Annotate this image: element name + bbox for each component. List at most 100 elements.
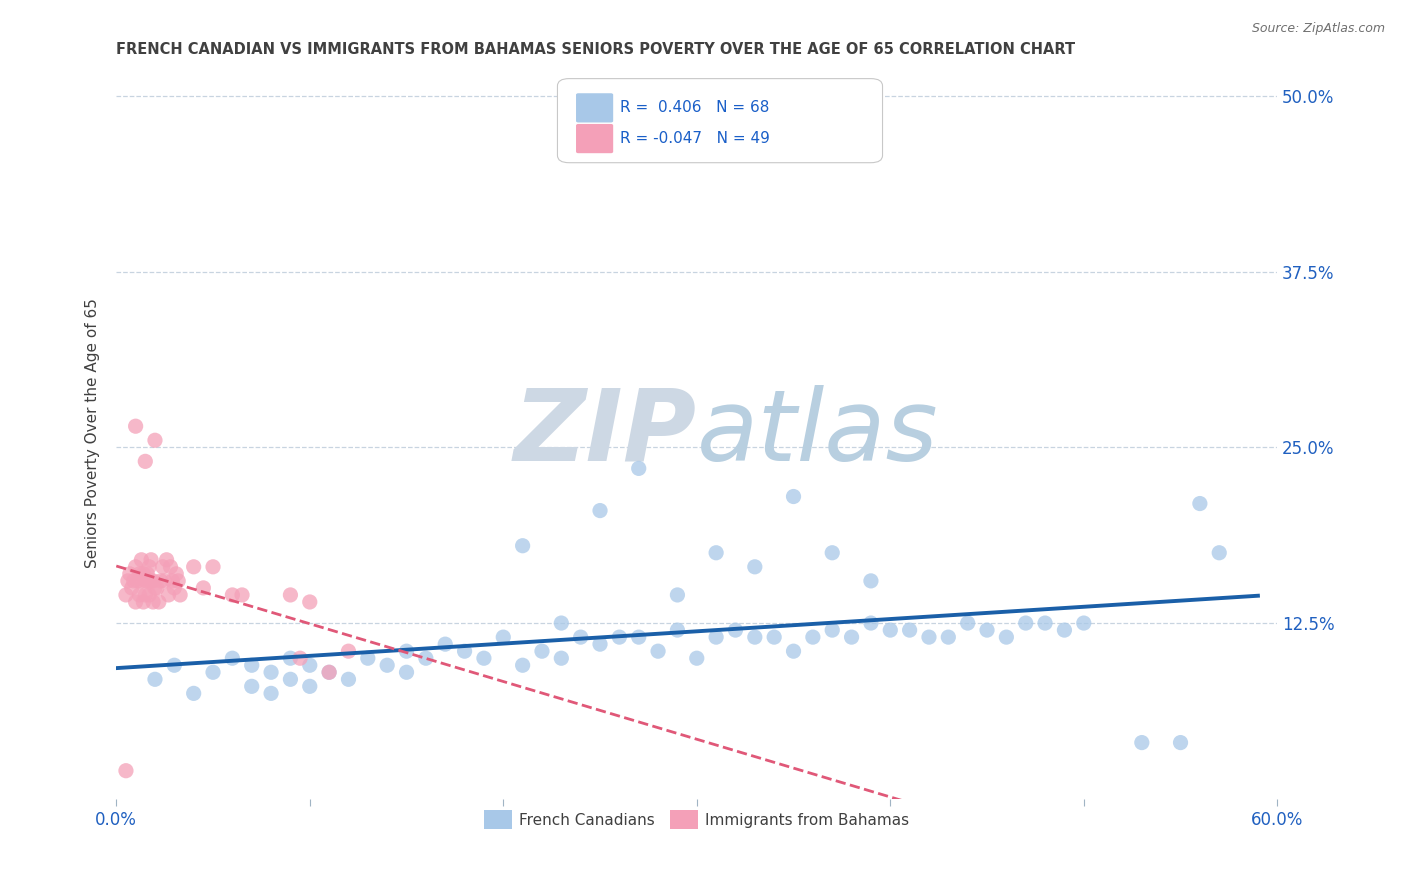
Point bbox=[280, 651, 302, 665]
Point bbox=[898, 623, 921, 637]
Point bbox=[918, 630, 941, 644]
Point bbox=[139, 574, 162, 588]
Point bbox=[131, 574, 153, 588]
Point bbox=[686, 651, 709, 665]
Point bbox=[666, 623, 689, 637]
Point bbox=[337, 644, 360, 658]
Y-axis label: Seniors Poverty Over the Age of 65: Seniors Poverty Over the Age of 65 bbox=[86, 298, 100, 568]
Point bbox=[124, 595, 146, 609]
Point bbox=[357, 651, 380, 665]
Point bbox=[260, 686, 283, 700]
Point bbox=[153, 574, 176, 588]
FancyBboxPatch shape bbox=[576, 124, 613, 153]
Point bbox=[128, 566, 150, 581]
Point bbox=[1188, 497, 1211, 511]
Point bbox=[724, 623, 747, 637]
Point bbox=[162, 574, 184, 588]
Point bbox=[142, 595, 165, 609]
Point bbox=[704, 630, 727, 644]
Point bbox=[132, 595, 155, 609]
Point bbox=[453, 644, 475, 658]
Point bbox=[744, 630, 766, 644]
Point bbox=[240, 658, 263, 673]
Point bbox=[134, 588, 156, 602]
Point bbox=[280, 588, 302, 602]
Point bbox=[134, 454, 156, 468]
Point bbox=[782, 490, 804, 504]
Point bbox=[512, 539, 534, 553]
Point bbox=[157, 588, 180, 602]
Text: R = -0.047   N = 49: R = -0.047 N = 49 bbox=[620, 131, 770, 146]
Point bbox=[124, 419, 146, 434]
Point bbox=[995, 630, 1018, 644]
Point bbox=[183, 686, 205, 700]
Point bbox=[395, 665, 418, 680]
Text: atlas: atlas bbox=[697, 384, 938, 482]
Point bbox=[142, 574, 165, 588]
Point bbox=[512, 658, 534, 673]
Point bbox=[956, 616, 979, 631]
Text: FRENCH CANADIAN VS IMMIGRANTS FROM BAHAMAS SENIORS POVERTY OVER THE AGE OF 65 CO: FRENCH CANADIAN VS IMMIGRANTS FROM BAHAM… bbox=[117, 42, 1076, 57]
Point bbox=[647, 644, 669, 658]
Point bbox=[375, 658, 398, 673]
Point bbox=[859, 616, 882, 631]
Point bbox=[530, 644, 553, 658]
Point bbox=[1033, 616, 1056, 631]
Point bbox=[589, 503, 612, 517]
Point bbox=[149, 574, 172, 588]
Point bbox=[124, 559, 146, 574]
Point bbox=[136, 574, 159, 588]
Point bbox=[936, 630, 959, 644]
Point bbox=[609, 630, 631, 644]
Point bbox=[434, 637, 457, 651]
Point bbox=[202, 559, 225, 574]
Point bbox=[395, 644, 418, 658]
Point bbox=[117, 574, 139, 588]
Point bbox=[1015, 616, 1038, 631]
Point bbox=[1073, 616, 1095, 631]
Point bbox=[821, 623, 844, 637]
Point bbox=[1130, 735, 1153, 749]
Point bbox=[146, 581, 169, 595]
Point bbox=[589, 637, 612, 651]
Point bbox=[139, 553, 162, 567]
Point bbox=[148, 595, 170, 609]
Point bbox=[152, 559, 174, 574]
Point bbox=[118, 566, 141, 581]
Point bbox=[415, 651, 437, 665]
Point bbox=[143, 581, 166, 595]
Point bbox=[492, 630, 515, 644]
Point bbox=[115, 764, 138, 778]
Point bbox=[121, 581, 143, 595]
Point bbox=[159, 559, 181, 574]
Point bbox=[240, 679, 263, 693]
Text: R =  0.406   N = 68: R = 0.406 N = 68 bbox=[620, 101, 769, 115]
Point bbox=[976, 623, 998, 637]
Point bbox=[1208, 546, 1230, 560]
Point bbox=[131, 553, 153, 567]
Point bbox=[318, 665, 340, 680]
Point bbox=[1053, 623, 1076, 637]
Point bbox=[193, 581, 215, 595]
Point bbox=[337, 673, 360, 687]
Point bbox=[704, 546, 727, 560]
Point bbox=[260, 665, 283, 680]
Point bbox=[782, 644, 804, 658]
Point bbox=[155, 553, 177, 567]
Point bbox=[879, 623, 901, 637]
Point bbox=[136, 566, 159, 581]
Point bbox=[841, 630, 863, 644]
Legend: French Canadians, Immigrants from Bahamas: French Canadians, Immigrants from Bahama… bbox=[478, 805, 915, 835]
Point bbox=[221, 588, 243, 602]
Point bbox=[298, 658, 321, 673]
Point bbox=[221, 651, 243, 665]
Point bbox=[138, 559, 160, 574]
Point bbox=[163, 581, 186, 595]
Point bbox=[169, 588, 191, 602]
Text: ZIP: ZIP bbox=[513, 384, 697, 482]
Point bbox=[859, 574, 882, 588]
Point bbox=[143, 434, 166, 448]
Text: Source: ZipAtlas.com: Source: ZipAtlas.com bbox=[1251, 22, 1385, 36]
Point bbox=[801, 630, 824, 644]
Point bbox=[280, 673, 302, 687]
